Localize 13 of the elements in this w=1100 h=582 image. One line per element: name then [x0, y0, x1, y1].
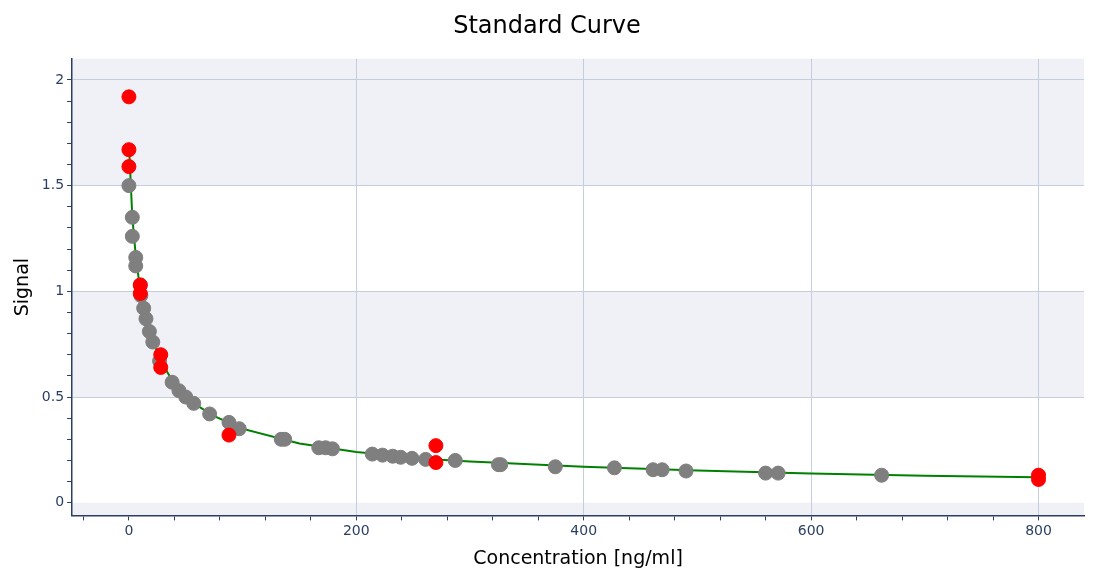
x-axis-title: Concentration [ng/ml] — [473, 545, 683, 568]
x-tick-label: 600 — [797, 522, 825, 539]
y-tick-label: 0.5 — [41, 387, 65, 404]
y-axis-title: Signal — [10, 257, 33, 317]
y-tick-label: 1.5 — [41, 176, 65, 193]
y-tick-label: 1 — [55, 281, 65, 298]
y-tick-label: 2 — [55, 70, 65, 87]
x-tick-label: 400 — [570, 522, 598, 539]
chart-title: Standard Curve — [453, 10, 641, 39]
x-tick-label: 800 — [1025, 522, 1052, 539]
x-tick-label: 0 — [124, 522, 134, 539]
y-tick-label: 0 — [55, 493, 65, 510]
x-tick-label: 200 — [342, 522, 370, 539]
